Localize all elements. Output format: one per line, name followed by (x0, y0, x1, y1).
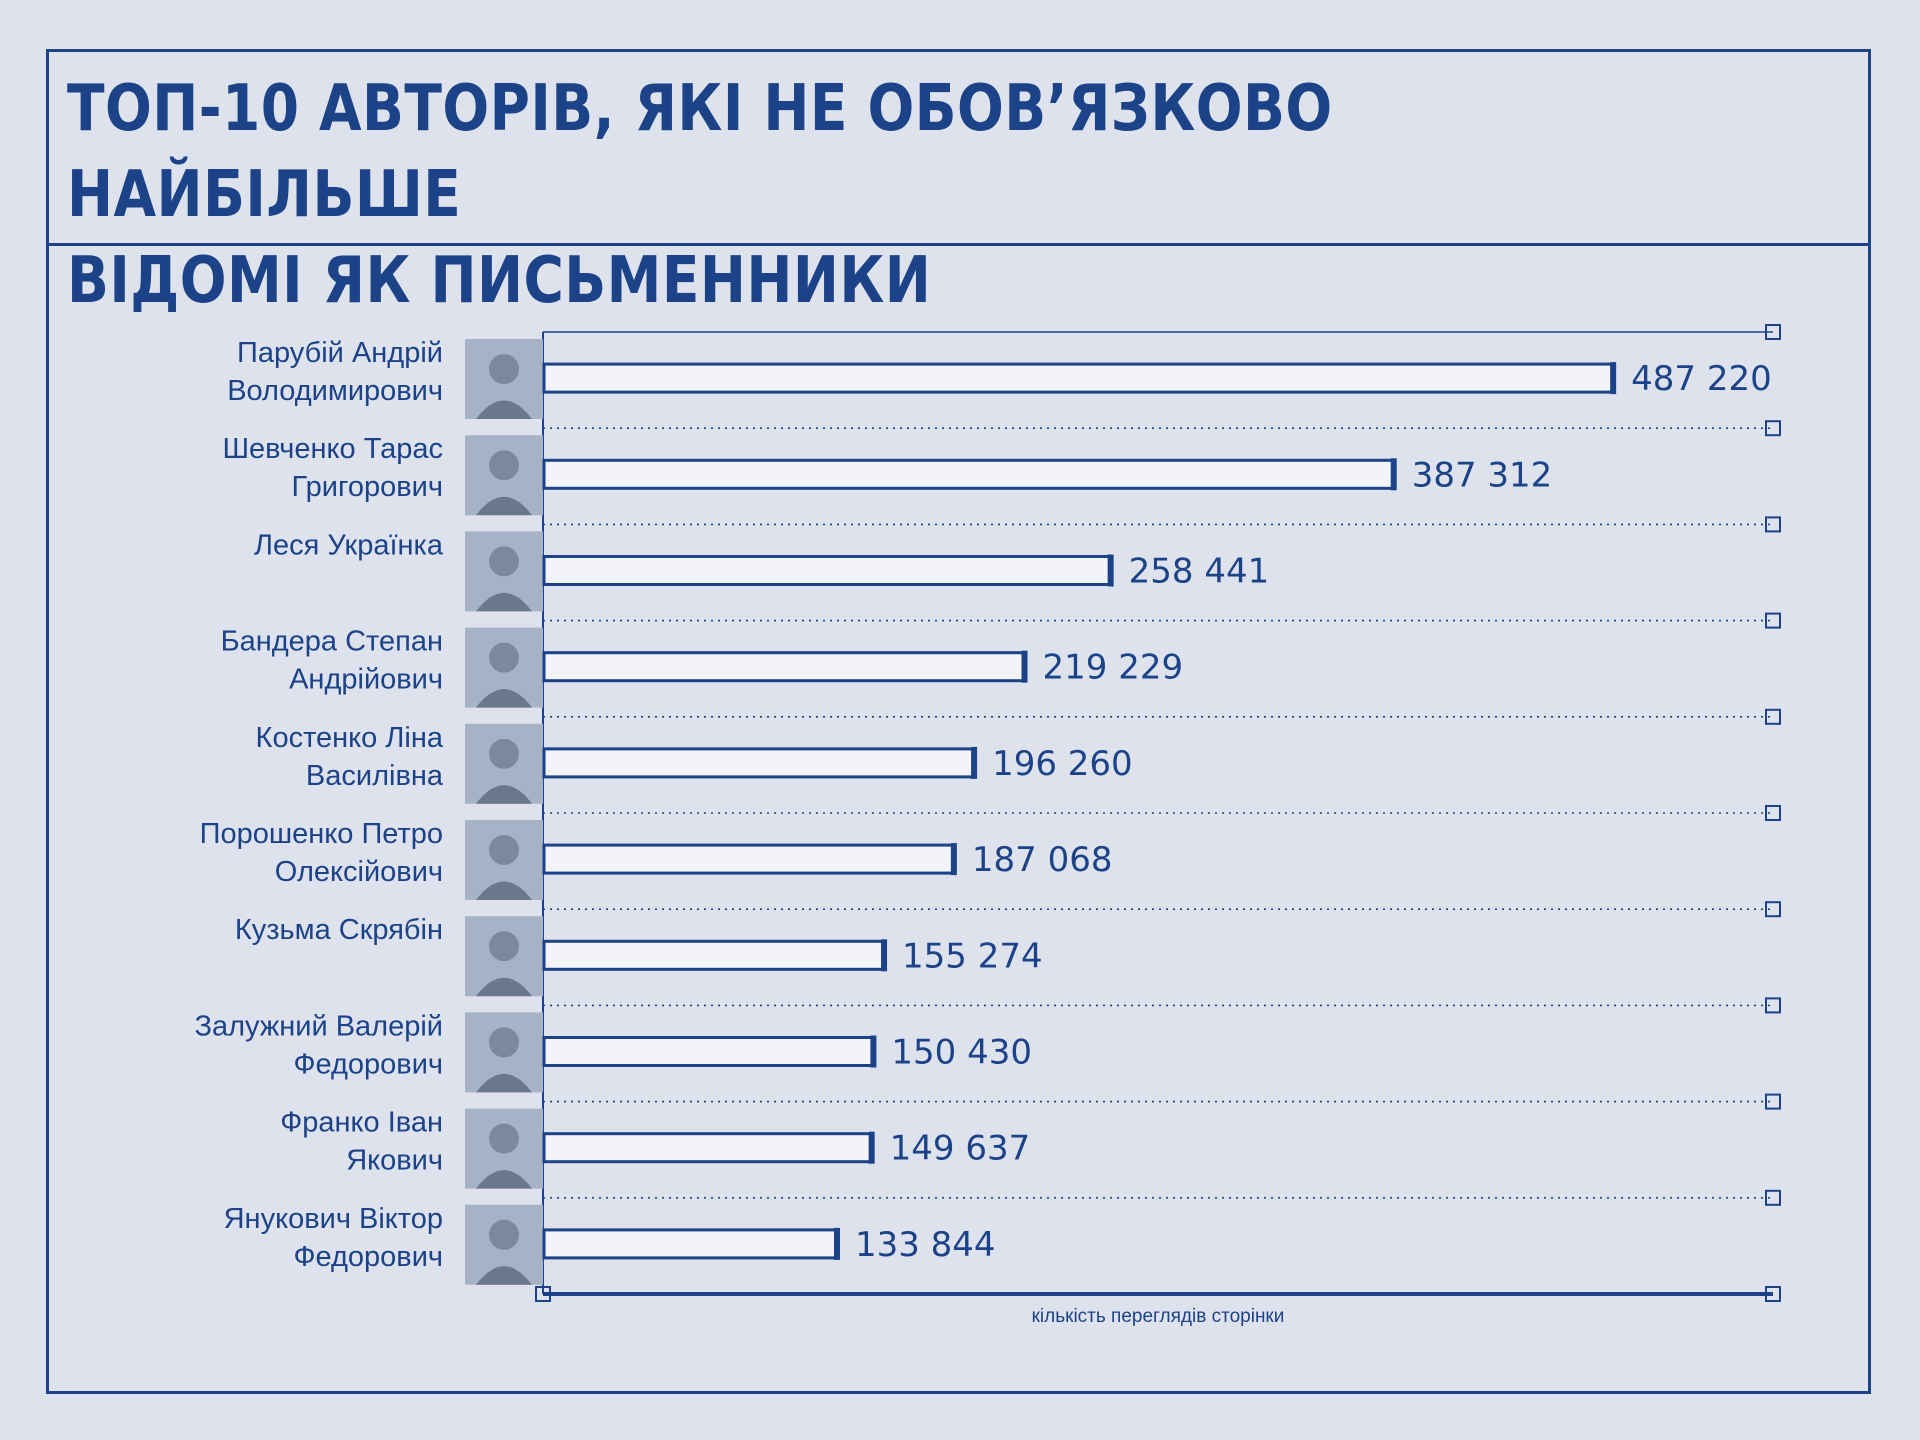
bar-end-cap (881, 939, 888, 972)
author-photo-shoulders (476, 496, 532, 516)
category-label-line: Парубій Андрій (237, 337, 443, 369)
bar-end-cap (833, 1227, 840, 1260)
category-label: Кузьма Скрябін (235, 914, 443, 946)
gridline-end-marker (1765, 324, 1781, 340)
bar (542, 555, 1114, 586)
author-photo-head (489, 835, 519, 865)
category-label: Порошенко Петро Олексійович (200, 818, 443, 888)
gridline-end-marker (1765, 612, 1781, 629)
bar-end-cap (1610, 362, 1617, 395)
author-photo-head (489, 546, 519, 577)
author-photo-shoulders (476, 881, 532, 900)
category-label: Шевченко Тарас Григорович (222, 433, 443, 503)
author-photo-shoulders (476, 592, 532, 612)
bar (542, 747, 977, 779)
author-photo-head (489, 450, 519, 481)
bar-end-cap (870, 1035, 877, 1068)
bar (542, 1036, 876, 1067)
category-label-line: Костенко Ліна (256, 722, 444, 754)
author-photo-head (489, 1219, 519, 1250)
bar (542, 362, 1616, 394)
axis-end-marker (1765, 1286, 1781, 1302)
bar (542, 651, 1028, 683)
gridline-end-marker (1765, 708, 1781, 725)
gridline-end-marker (1765, 901, 1781, 918)
bar-end-cap (1021, 650, 1028, 683)
author-photo-head (489, 738, 519, 769)
bar-end-cap (971, 746, 978, 779)
author-photo-head (489, 931, 519, 962)
chart-title: ТОП-10 АВТОРІВ, ЯКІ НЕ ОБОВ’ЯЗКОВО НАЙБІ… (67, 72, 1333, 318)
category-label-line: Кузьма Скрябін (235, 914, 443, 946)
category-label-line: Шевченко Тарас (222, 433, 443, 465)
category-label-line: Леся Українка (254, 529, 444, 561)
data-label: 196 260 (992, 744, 1133, 784)
gridline-end-marker (1765, 1189, 1781, 1206)
category-label-line: Олексійович (275, 856, 443, 888)
data-label: 155 274 (902, 936, 1043, 976)
bar-end-cap (1390, 458, 1397, 491)
author-photo-head (489, 354, 519, 384)
data-label: 387 312 (1412, 455, 1553, 495)
author-photo-shoulders (476, 400, 532, 419)
category-label-line: Янукович Віктор (224, 1203, 443, 1235)
category-label: Костенко Ліна Василівна (256, 722, 444, 792)
data-label: 219 229 (1043, 648, 1184, 688)
category-label-line: Порошенко Петро (200, 818, 443, 850)
bar (542, 843, 957, 875)
author-photo-head (489, 642, 519, 673)
category-label-line: Бандера Степан (221, 626, 443, 658)
gridline-end-marker (1765, 1093, 1781, 1110)
data-label: 187 068 (972, 840, 1113, 880)
bar (542, 1132, 875, 1164)
gridline-end-marker (1765, 516, 1781, 533)
author-photo-shoulders (476, 1073, 532, 1093)
author-photo-shoulders (476, 977, 532, 997)
category-label: Янукович Віктор Федорович (224, 1203, 443, 1273)
data-label: 150 430 (891, 1033, 1032, 1073)
bar (542, 458, 1397, 490)
bar-end-cap (1107, 554, 1114, 587)
category-label-line: Залужний Валерій (194, 1010, 443, 1042)
bar (542, 939, 887, 971)
category-label-line: Андрійович (289, 664, 443, 696)
category-label-line: Федорович (293, 1241, 443, 1273)
category-label: Бандера Степан Андрійович (221, 626, 443, 696)
data-label: 487 220 (1631, 359, 1772, 399)
x-axis-label: кількість переглядів сторінки (1032, 1306, 1285, 1327)
data-label: 133 844 (855, 1225, 996, 1265)
category-label-line: Володимирович (227, 375, 443, 407)
category-label-line: Якович (346, 1145, 443, 1177)
author-photo-head (489, 1027, 519, 1058)
axis-origin-marker (535, 1286, 551, 1302)
category-label: Леся Українка (254, 529, 444, 561)
category-label-line: Василівна (306, 760, 444, 792)
title-box: ТОП-10 АВТОРІВ, ЯКІ НЕ ОБОВ’ЯЗКОВО НАЙБІ… (49, 52, 1868, 318)
chart-frame: ТОП-10 АВТОРІВ, ЯКІ НЕ ОБОВ’ЯЗКОВО НАЙБІ… (46, 49, 1871, 1394)
bar-end-cap (868, 1131, 875, 1164)
author-photo-shoulders (476, 1170, 532, 1189)
gridline-end-marker (1765, 805, 1781, 821)
author-photo-shoulders (476, 785, 532, 804)
category-label: Парубій Андрій Володимирович (227, 337, 443, 407)
category-label: Залужний Валерій Федорович (194, 1010, 443, 1080)
category-label-line: Федорович (293, 1048, 443, 1080)
gridline-end-marker (1765, 420, 1781, 437)
category-label-line: Григорович (292, 471, 443, 503)
data-label: 258 441 (1129, 552, 1270, 592)
author-photo-shoulders (476, 1266, 532, 1285)
category-label-line: Франко Іван (280, 1107, 443, 1139)
category-label: Франко Іван Якович (280, 1107, 443, 1177)
bar-end-cap (950, 843, 957, 876)
gridline-end-marker (1765, 997, 1781, 1014)
author-photo-head (489, 1123, 519, 1154)
bar (542, 1228, 840, 1260)
data-label: 149 637 (890, 1129, 1031, 1169)
author-photo-shoulders (476, 689, 532, 708)
